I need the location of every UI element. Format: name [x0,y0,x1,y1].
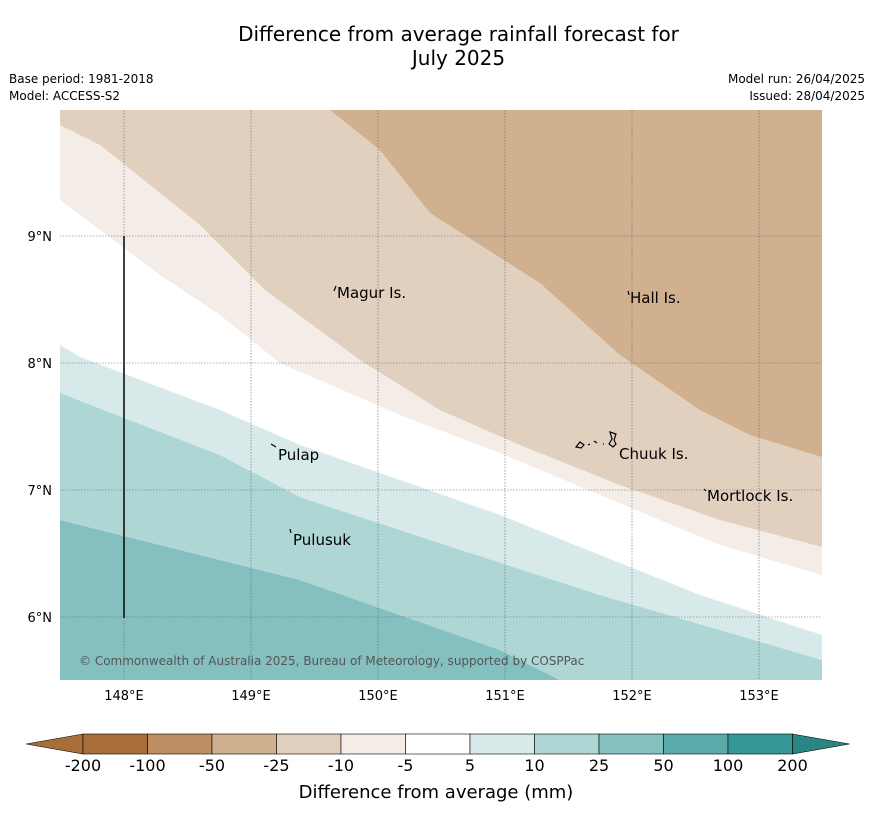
colorbar [25,733,850,755]
band-25-50 [60,393,822,680]
colorbar-ticks: -200 -100 -50 -25 -10 -5 5 10 25 50 100 200 [65,756,808,775]
colorbar-segment [147,733,213,755]
colorbar-segment [534,733,600,755]
colorbar-tick-label: 10 [524,756,544,775]
colorbar-tick-label: 5 [465,756,475,775]
colorbar-segment [82,733,148,755]
map-title: Difference from average rainfall forecas… [0,22,873,70]
colorbar-tick-label: 100 [713,756,744,775]
colorbar-segment [340,733,406,755]
colorbar-segment [469,733,535,755]
lon-label-150: 150°E [358,689,398,704]
place-magur: Magur Is. [337,284,406,302]
title-line-2: July 2025 [411,46,506,70]
chuuk-islands-shape [574,431,617,449]
colorbar-segment [211,733,277,755]
colorbar-segment [598,733,664,755]
lon-label-148: 148°E [104,689,144,704]
place-pulap: Pulap [278,446,319,464]
place-pulusuk: Pulusuk [293,531,351,549]
band-10-25 [60,345,822,660]
hall-island-shape [627,290,630,296]
copyright-notice: © Commonwealth of Australia 2025, Bureau… [79,654,584,668]
title-line-1: Difference from average rainfall forecas… [238,22,679,46]
lon-label-152: 152°E [612,689,652,704]
colorbar-segment [405,733,471,755]
band-50-100 [60,520,560,680]
issued-date: Issued: 28/04/2025 [749,89,865,103]
lon-axis: 148°E 149°E 150°E 151°E 152°E 153°E [104,689,779,704]
colorbar-tick-label: -10 [328,756,354,775]
model-name: Model: ACCESS-S2 [9,89,121,103]
meta-right: Model run: 26/04/2025 Issued: 28/04/2025 [728,71,865,105]
colorbar-tick-label: 50 [653,756,673,775]
lon-label-153: 153°E [739,689,779,704]
colorbar-tick-label: -200 [65,756,101,775]
lon-label-151: 151°E [485,689,525,704]
colorbar-segment [663,733,729,755]
lon-label-149: 149°E [231,689,271,704]
colorbar-segment [727,733,793,755]
colorbar-tick-label: -100 [129,756,165,775]
colorbar-extend-high [792,733,850,755]
meta-left: Base period: 1981-2018 Model: ACCESS-S2 [9,71,154,105]
pulap-island-shape [270,443,277,448]
graticule [60,110,822,680]
mortlock-island-shape [703,488,707,492]
lat-label-8: 8°N [28,357,53,372]
lat-label-9: 9°N [28,230,53,245]
colorbar-extend-low [25,733,84,755]
colorbar-tick-label: -50 [199,756,225,775]
base-period: Base period: 1981-2018 [9,72,154,86]
lat-label-7: 7°N [28,484,53,499]
place-mortlock: Mortlock Is. [707,487,793,505]
pulusuk-island-shape [289,528,292,534]
colorbar-segment [276,733,342,755]
colorbar-tick-label: 200 [777,756,808,775]
colorbar-tick-label: -5 [398,756,414,775]
place-chuuk: Chuuk Is. [619,445,688,463]
colorbar-tick-label: -25 [263,756,289,775]
lat-axis: 9°N 8°N 7°N 6°N [28,230,53,626]
colorbar-tick-label: 25 [589,756,609,775]
island-markers [270,285,707,534]
magur-island-shape [333,285,337,292]
model-run: Model run: 26/04/2025 [727,72,865,86]
colorbar-label: Difference from average (mm) [299,782,574,803]
band-neg50-neg25 [330,110,822,457]
lat-label-6: 6°N [28,611,53,626]
place-hall: Hall Is. [630,289,681,307]
rainfall-anomaly-map: Magur Is. Hall Is. Pulap Chuuk Is. Mortl… [60,110,822,680]
